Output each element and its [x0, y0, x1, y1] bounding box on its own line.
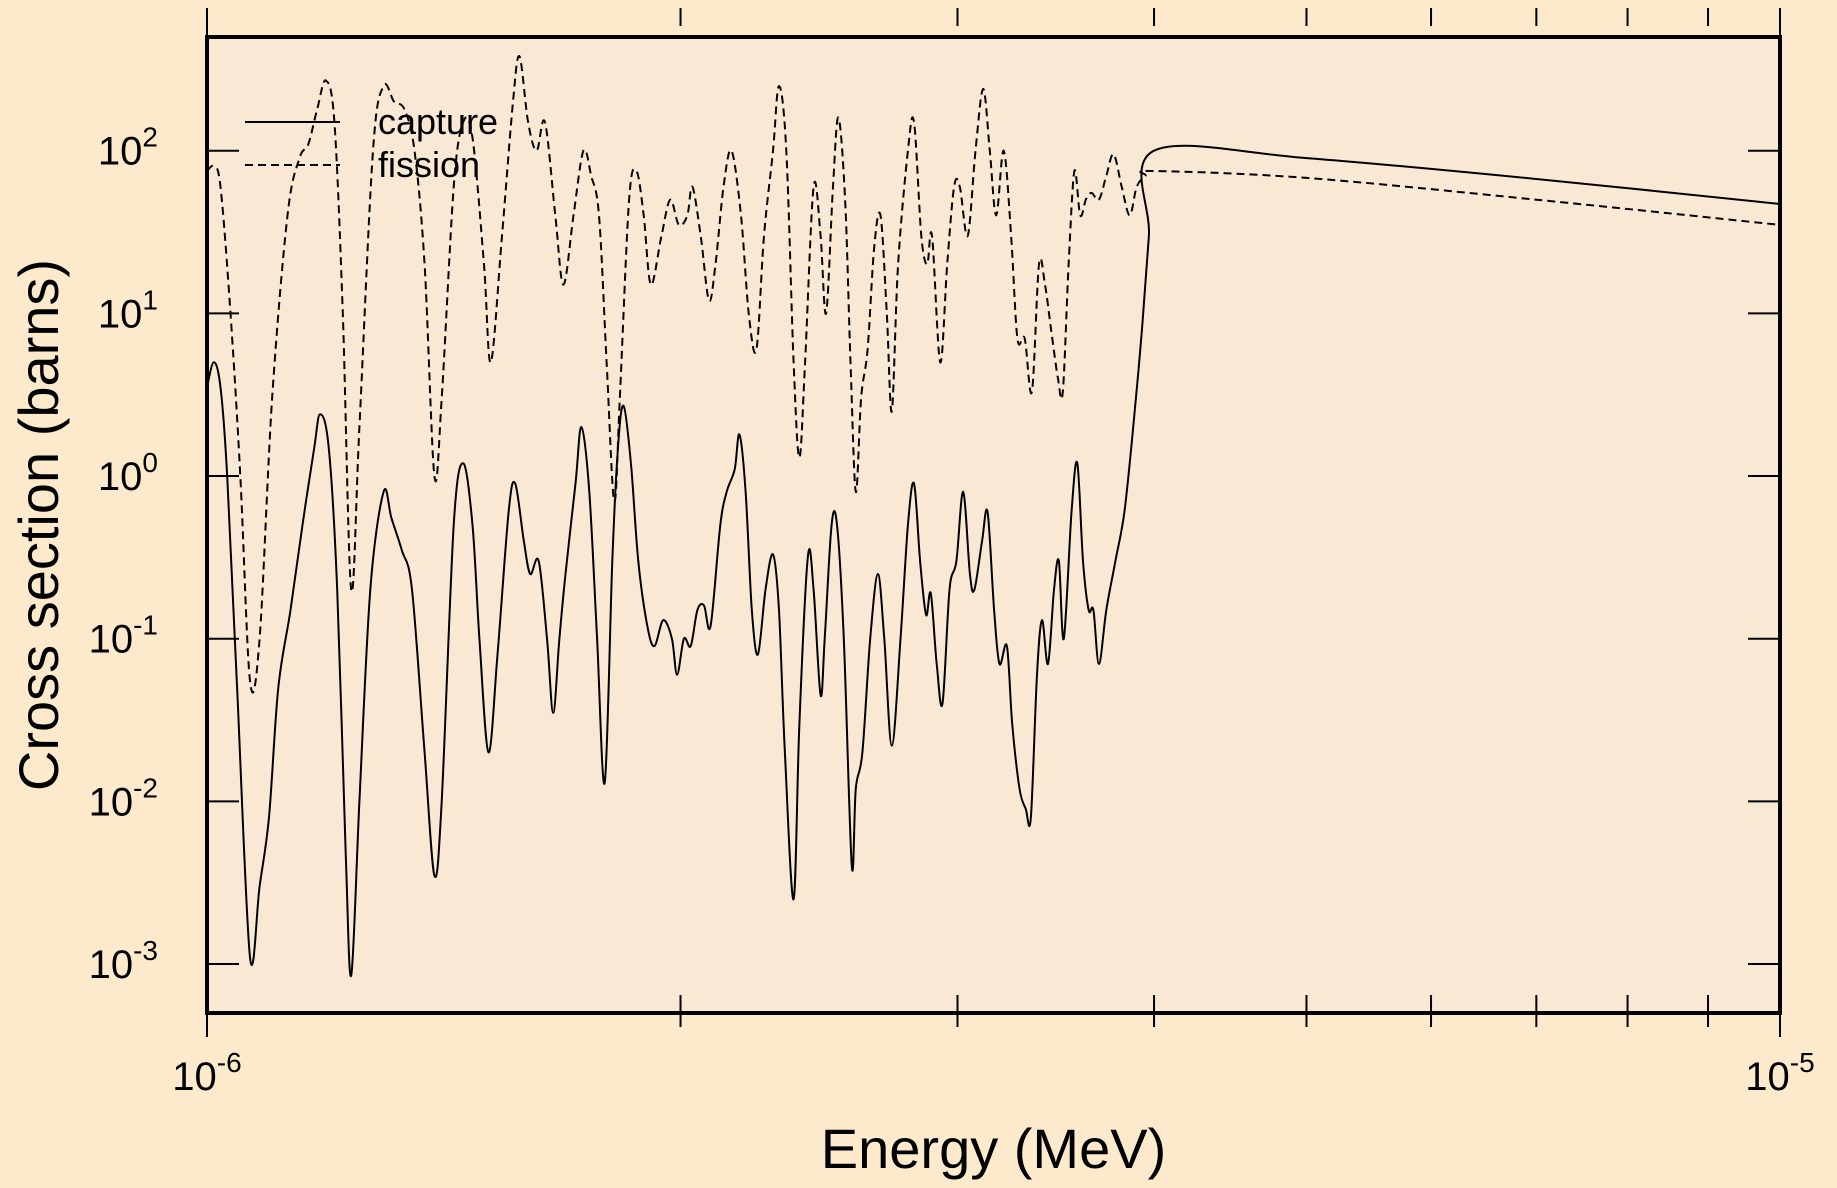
x-axis-title: Energy (MeV)	[821, 1117, 1166, 1180]
y-tick-label: 10-1	[89, 610, 158, 662]
legend: capture fission	[245, 101, 498, 185]
y-tick-label: 10-2	[89, 772, 158, 824]
series-lines	[206, 55, 1781, 977]
y-axis-title: Cross section (barns)	[7, 259, 70, 791]
tick-labels: 10-3 10-2 10-1 100 101 102 10-6 10-5	[89, 122, 1815, 1099]
plot-area	[207, 37, 1780, 1013]
series-line-capture	[206, 144, 1781, 977]
plot-frame	[205, 35, 1782, 1015]
y-tick-label: 101	[98, 284, 158, 336]
legend-label-fission: fission	[378, 144, 480, 185]
series-line-fission	[206, 55, 1781, 694]
x-tick-label: 10-6	[172, 1047, 241, 1099]
y-tick-label: 10-3	[89, 935, 158, 987]
axis-ticks	[206, 8, 1781, 1037]
x-tick-label: 10-5	[1745, 1047, 1814, 1099]
y-tick-label: 102	[98, 122, 158, 174]
legend-label-capture: capture	[378, 101, 498, 142]
y-tick-label: 100	[98, 447, 158, 499]
